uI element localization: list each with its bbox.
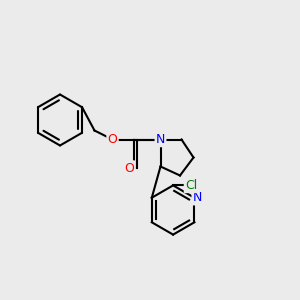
Text: N: N [156, 133, 165, 146]
Text: O: O [108, 133, 117, 146]
Text: Cl: Cl [185, 179, 197, 192]
Text: N: N [193, 191, 202, 204]
Text: O: O [124, 161, 134, 175]
